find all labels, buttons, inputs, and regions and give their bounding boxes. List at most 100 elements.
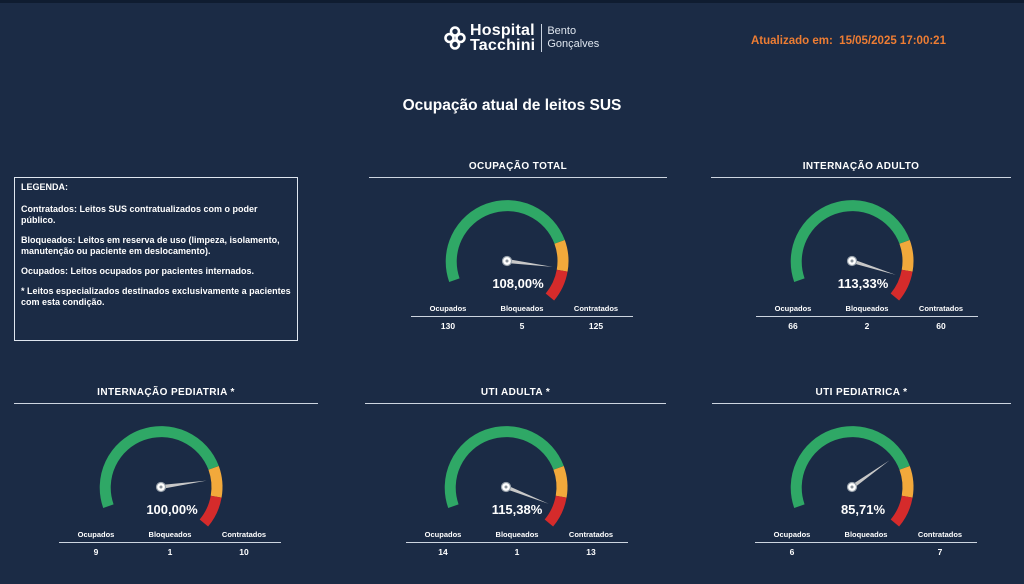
gauge-green-arc: [790, 200, 910, 282]
gauge-needle-hub-center: [850, 485, 854, 489]
label-ocupados: Ocupados: [424, 530, 462, 539]
stats-divider: [411, 316, 633, 317]
gauge-yellow-arc: [553, 465, 568, 498]
stats-divider: [59, 542, 281, 543]
value-contratados: 125: [588, 321, 604, 331]
hospital-logo: Hospital Tacchini Bento Gonçalves: [444, 22, 599, 54]
value-bloqueados: 5: [519, 321, 525, 331]
value-bloqueados: 1: [514, 547, 520, 557]
gauge-red-arc: [545, 269, 568, 301]
gauge-green-arc: [445, 200, 565, 282]
value-contratados: 60: [936, 321, 946, 331]
gauge-green-arc: [790, 426, 910, 508]
stats-table: Ocupados Bloqueados Contratados 6 7: [755, 530, 977, 558]
stats-table: Ocupados Bloqueados Contratados 9 1 10: [59, 530, 281, 558]
gauge-needle: [160, 480, 207, 489]
value-ocupados: 130: [440, 321, 456, 331]
gauge-needle: [851, 259, 896, 275]
label-bloqueados: Bloqueados: [844, 530, 888, 539]
occupancy-percent: 85,71%: [840, 502, 886, 517]
panel-title: UTI PEDIATRICA *: [815, 387, 908, 398]
last-updated: Atualizado em: 15/05/2025 17:00:21: [751, 35, 946, 47]
stats-divider: [756, 316, 978, 317]
value-contratados: 7: [937, 547, 943, 557]
legend-bloqueados: Bloqueados: Leitos em reserva de uso (li…: [21, 235, 280, 256]
panel-divider: [369, 177, 667, 178]
label-contratados: Contratados: [917, 530, 963, 539]
value-bloqueados: [829, 547, 903, 558]
gauge-needle-hub-center: [505, 259, 509, 263]
value-bloqueados: 1: [167, 547, 173, 557]
occupancy-gauge: [790, 426, 914, 527]
panel-divider: [14, 403, 318, 404]
logo-separator: [541, 24, 543, 52]
logo-sub-1: Bento: [547, 25, 577, 37]
gauge-needle: [850, 460, 890, 489]
gauge-yellow-arc: [899, 239, 914, 272]
label-bloqueados: Bloqueados: [500, 304, 544, 313]
value-contratados: 13: [586, 547, 596, 557]
gauge-yellow-arc: [208, 465, 223, 498]
gauge-red-arc: [890, 495, 913, 527]
label-ocupados: Ocupados: [773, 530, 811, 539]
label-ocupados: Ocupados: [429, 304, 467, 313]
label-ocupados: Ocupados: [77, 530, 115, 539]
gauge-yellow-arc: [899, 465, 914, 498]
panel-title: OCUPAÇÃO TOTAL: [468, 161, 568, 172]
label-contratados: Contratados: [568, 530, 614, 539]
top-strip: [0, 0, 1024, 3]
legend-contratados: Contratados: Leitos SUS contratualizados…: [21, 204, 258, 225]
panel-title: INTERNAÇÃO ADULTO: [802, 161, 920, 172]
value-ocupados: 14: [438, 547, 448, 557]
occupancy-percent: 100,00%: [146, 502, 198, 517]
gauge-green-arc: [444, 426, 564, 508]
panel-divider: [365, 403, 666, 404]
occupancy-percent: 113,33%: [837, 276, 889, 291]
label-bloqueados: Bloqueados: [845, 304, 889, 313]
occupancy-percent: 108,00%: [492, 276, 544, 291]
gauge-needle: [505, 485, 549, 504]
value-contratados: 10: [239, 547, 249, 557]
occupancy-gauge: [444, 426, 568, 527]
stats-divider: [406, 542, 628, 543]
stats-table: Ocupados Bloqueados Contratados 66 2 60: [756, 304, 978, 332]
panel-uti-adulta: UTI ADULTA * 115,38% Ocupados Bloqueados…: [365, 387, 666, 567]
hospital-logo-icon: [444, 26, 466, 50]
occupancy-gauge: [99, 426, 223, 527]
logo-line-1: Hospital: [470, 22, 535, 39]
gauge-red-arc: [890, 269, 913, 301]
panel-divider: [711, 177, 1011, 178]
value-ocupados: 6: [789, 547, 795, 557]
gauge-needle-hub-center: [850, 259, 854, 263]
label-contratados: Contratados: [918, 304, 964, 313]
panel-ocupacao-total: OCUPAÇÃO TOTAL 108,00% Ocupados Bloquead…: [369, 161, 667, 341]
legend-box: LEGENDA: Contratados: Leitos SUS contrat…: [14, 177, 298, 341]
stats-divider: [755, 542, 977, 543]
gauge-needle-hub-center: [504, 485, 508, 489]
stats-table: Ocupados Bloqueados Contratados 130 5 12…: [411, 304, 633, 332]
legend-title: LEGENDA:: [21, 182, 68, 192]
value-ocupados: 66: [788, 321, 798, 331]
label-contratados: Contratados: [573, 304, 619, 313]
value-bloqueados: 2: [864, 321, 870, 331]
panel-internacao-adulto: INTERNAÇÃO ADULTO 113,33% Ocupados Bloqu…: [711, 161, 1011, 341]
label-contratados: Contratados: [221, 530, 267, 539]
occupancy-percent: 115,38%: [491, 502, 543, 517]
gauge-red-arc: [199, 495, 222, 527]
gauge-green-arc: [99, 426, 219, 508]
panel-internacao-pediatria: INTERNAÇÃO PEDIATRIA * 100,00% Ocupados …: [14, 387, 318, 567]
gauge-needle-hub-center: [159, 485, 163, 489]
value-ocupados: 9: [93, 547, 99, 557]
panel-divider: [712, 403, 1011, 404]
legend-especializados: * Leitos especializados destinados exclu…: [21, 286, 291, 307]
logo-sub-2: Gonçalves: [547, 38, 600, 50]
occupancy-gauge: [790, 200, 914, 301]
gauge-red-arc: [544, 495, 567, 527]
logo-line-2: Tacchini: [470, 37, 536, 54]
legend-ocupados: Ocupados: Leitos ocupados por pacientes …: [21, 266, 255, 276]
label-bloqueados: Bloqueados: [495, 530, 539, 539]
occupancy-gauge: [445, 200, 569, 301]
label-bloqueados: Bloqueados: [148, 530, 192, 539]
page-title: Ocupação atual de leitos SUS: [402, 97, 622, 114]
stats-table: Ocupados Bloqueados Contratados 14 1 13: [406, 530, 628, 558]
